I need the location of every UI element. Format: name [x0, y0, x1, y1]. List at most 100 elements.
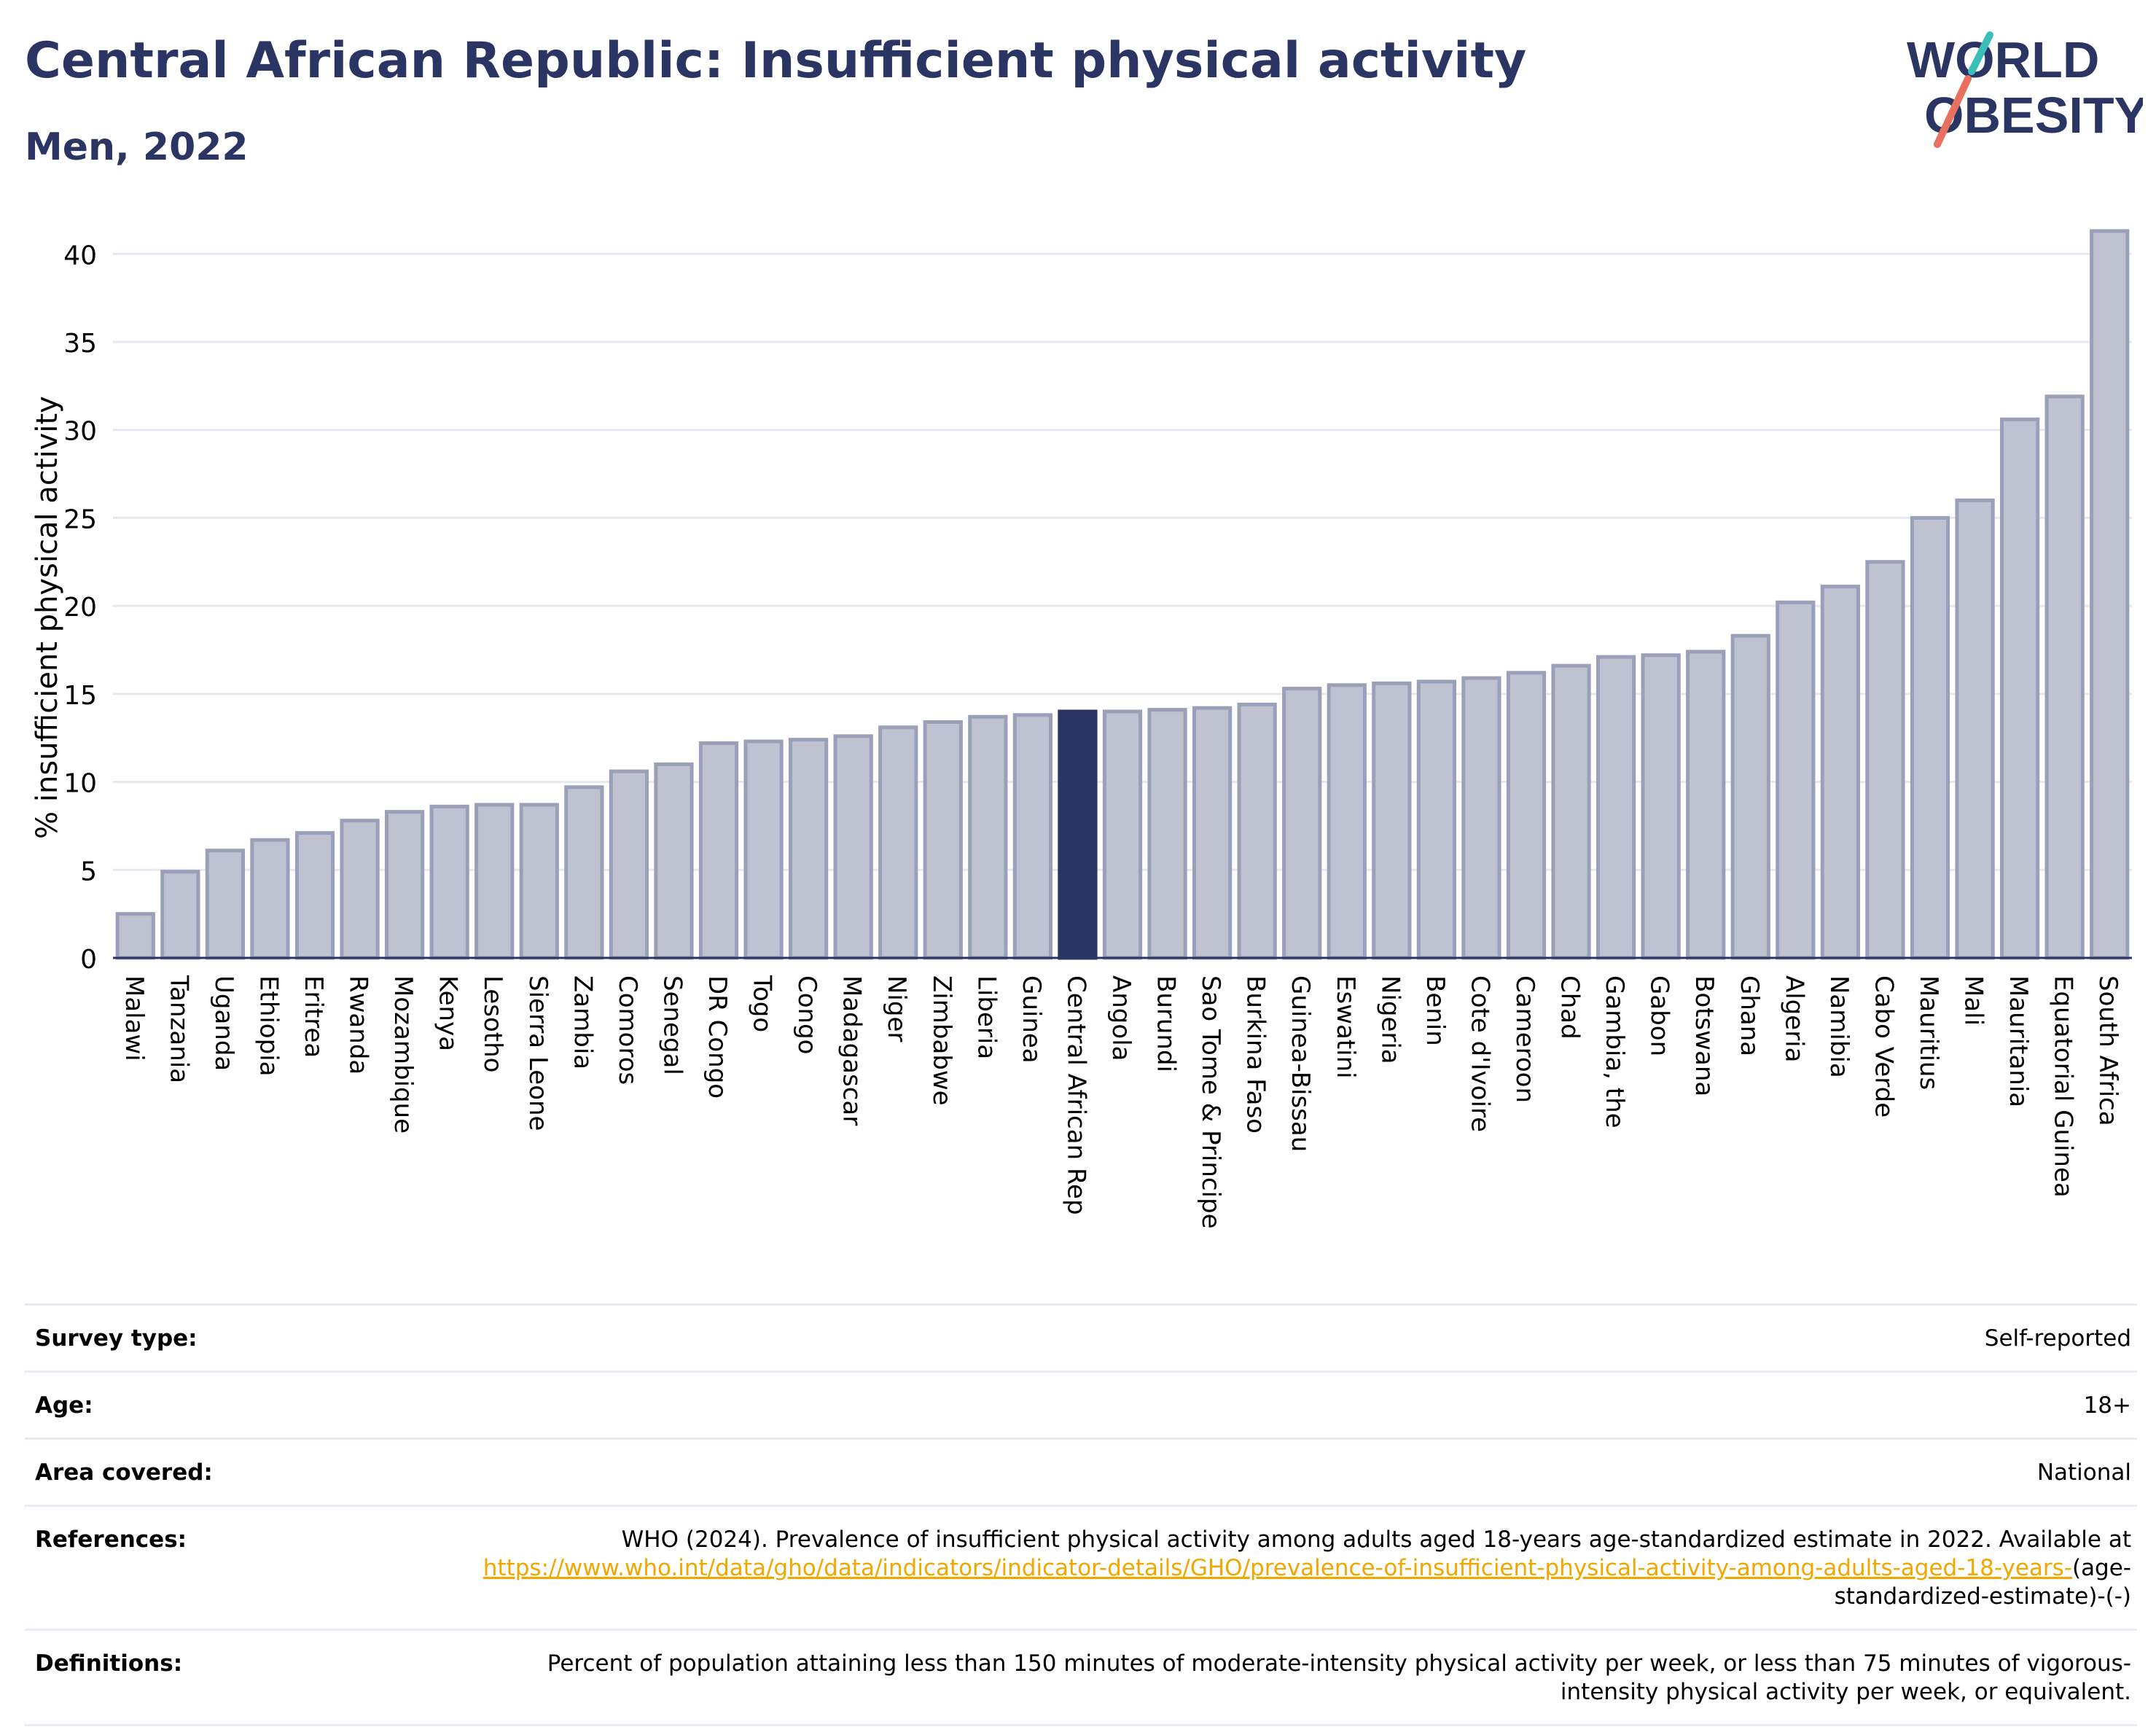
bar-ghana	[1730, 633, 1770, 960]
bar-senegal	[654, 762, 694, 960]
y-tick-label: 5	[80, 857, 97, 886]
age-value: 18+	[2083, 1392, 2131, 1419]
x-tick-label: Tanzania	[164, 975, 193, 1083]
x-tick-label: Comoros	[613, 975, 642, 1085]
x-tick-label: Ghana	[1735, 975, 1764, 1056]
x-tick-label: Mozambique	[388, 975, 418, 1134]
x-tick-label: Kenya	[434, 975, 463, 1051]
bar-botswana	[1686, 650, 1726, 960]
y-tick-label: 25	[63, 504, 97, 534]
x-tick-label: Cabo Verde	[1869, 975, 1898, 1118]
bar-cabo-verde	[1865, 560, 1905, 960]
area-label: Area covered:	[35, 1459, 213, 1486]
x-tick-label: Namibia	[1824, 975, 1854, 1078]
logo-line1: WORLD	[1907, 31, 2099, 88]
bar-malawi	[115, 912, 155, 960]
x-tick-label: Sierra Leone	[523, 975, 552, 1131]
x-tick-label: Botswana	[1690, 975, 1719, 1096]
x-tick-label: Gabon	[1645, 975, 1674, 1056]
y-tick-label: 10	[63, 769, 97, 799]
y-tick-label: 20	[63, 593, 97, 623]
area-value: National	[2036, 1459, 2131, 1486]
meta-row-definitions: Definitions: Percent of population attai…	[25, 1629, 2137, 1726]
y-tick-label: 0	[80, 945, 97, 975]
x-tick-label: Malawi	[120, 975, 149, 1061]
bar-angola	[1102, 709, 1143, 960]
bar-central-african-rep	[1058, 709, 1098, 960]
meta-row-references: References: WHO (2024). Prevalence of in…	[25, 1505, 2137, 1629]
bar-rwanda	[340, 819, 380, 960]
x-tick-label: Liberia	[972, 975, 1001, 1059]
x-tick-label: Gambia, the	[1600, 975, 1629, 1128]
world-obesity-logo: WORLD OBESITY	[1907, 31, 2143, 148]
x-tick-label: Equatorial Guinea	[2049, 975, 2078, 1198]
references-label: References:	[35, 1527, 187, 1553]
bar-nigeria	[1372, 681, 1412, 960]
x-tick-labels: Malawi Tanzania Uganda Ethiopia Eritrea Rwand…	[120, 975, 2122, 1229]
x-tick-label: Burundi	[1152, 975, 1181, 1072]
bar-mauritius	[1910, 515, 1950, 960]
references-link[interactable]: https://www.who.int/data/gho/data/indica…	[483, 1555, 2072, 1581]
bar-equatorial-guinea	[2044, 394, 2085, 960]
chart-subtitle: Men, 2022	[25, 125, 249, 169]
bar-burkina-faso	[1237, 702, 1277, 960]
x-tick-label: South Africa	[2093, 975, 2122, 1126]
x-tick-label: Mauritius	[1914, 975, 1943, 1090]
x-tick-label: Sao Tome & Principe	[1196, 975, 1225, 1229]
x-tick-label: Central African Rep	[1061, 975, 1090, 1215]
bar-dr-congo	[698, 741, 739, 960]
bar-madagascar	[833, 734, 873, 960]
bar-mozambique	[384, 810, 425, 960]
x-tick-label: Nigeria	[1375, 975, 1405, 1064]
x-tick-label: Algeria	[1779, 975, 1808, 1062]
bar-comoros	[609, 769, 649, 960]
x-tick-label: Senegal	[657, 975, 687, 1075]
bar-congo	[788, 738, 829, 960]
x-tick-label: Guinea-Bissau	[1286, 975, 1315, 1152]
meta-row-survey-type: Survey type: Self-reported	[25, 1303, 2137, 1371]
bar-algeria	[1776, 600, 1816, 960]
bar-mauritania	[1999, 417, 2040, 960]
x-tick-label: Madagascar	[837, 975, 867, 1126]
bar-mali	[1955, 498, 1995, 960]
survey-type-label: Survey type:	[35, 1325, 198, 1352]
y-axis-label: % insufficient physical activity	[31, 396, 64, 839]
bar-chart: 0 5 10 15 20 25 30 35 40 Malawi Tanzania Uganda Eth…	[31, 229, 2132, 1229]
survey-type-value: Self-reported	[1984, 1325, 2131, 1352]
logo-slash-coral	[1934, 75, 1972, 148]
x-tick-label: Benin	[1421, 975, 1450, 1046]
x-tick-label: Mali	[1959, 975, 1988, 1026]
x-tick-label: Zambia	[568, 975, 597, 1069]
bar-burundi	[1147, 708, 1187, 960]
x-tick-label: Rwanda	[344, 975, 373, 1075]
y-tick-label: 15	[63, 681, 97, 711]
references-value: WHO (2024). Prevalence of insufficient p…	[472, 1526, 2131, 1611]
definitions-value: Percent of population attaining less tha…	[547, 1650, 2131, 1705]
bar-gabon	[1641, 653, 1681, 960]
bar-niger	[878, 725, 918, 960]
bar-ethiopia	[250, 838, 290, 960]
chart-title: Central African Republic: Insufficient p…	[25, 32, 1527, 90]
bar-namibia	[1820, 585, 1861, 960]
bar-gambia-the	[1595, 655, 1636, 960]
bar-uganda	[205, 849, 246, 960]
x-tick-label: DR Congo	[703, 975, 732, 1099]
bar-benin	[1416, 679, 1457, 960]
bar-cameroon	[1506, 671, 1547, 960]
x-tick-label: Ethiopia	[254, 975, 283, 1076]
x-tick-label: Eritrea	[299, 975, 328, 1058]
x-tick-label: Burkina Faso	[1241, 975, 1270, 1134]
bar-sierra-leone	[519, 803, 559, 960]
bar-eritrea	[294, 831, 335, 960]
metadata-table: Survey type: Self-reported Age: 18+ Area…	[25, 1303, 2137, 1726]
age-label: Age:	[35, 1392, 93, 1419]
bar-guinea	[1012, 713, 1053, 960]
x-tick-label: Eswatini	[1331, 975, 1360, 1079]
references-suffix: (age-standardized-estimate)-(-)	[1834, 1555, 2131, 1610]
x-tick-label: Chad	[1555, 975, 1585, 1040]
x-tick-label: Niger	[882, 975, 911, 1042]
y-tick-label: 35	[63, 329, 97, 359]
x-tick-label: Cote d'Ivoire	[1465, 975, 1494, 1132]
bars	[115, 229, 2130, 960]
meta-row-area: Area covered: National	[25, 1438, 2137, 1505]
